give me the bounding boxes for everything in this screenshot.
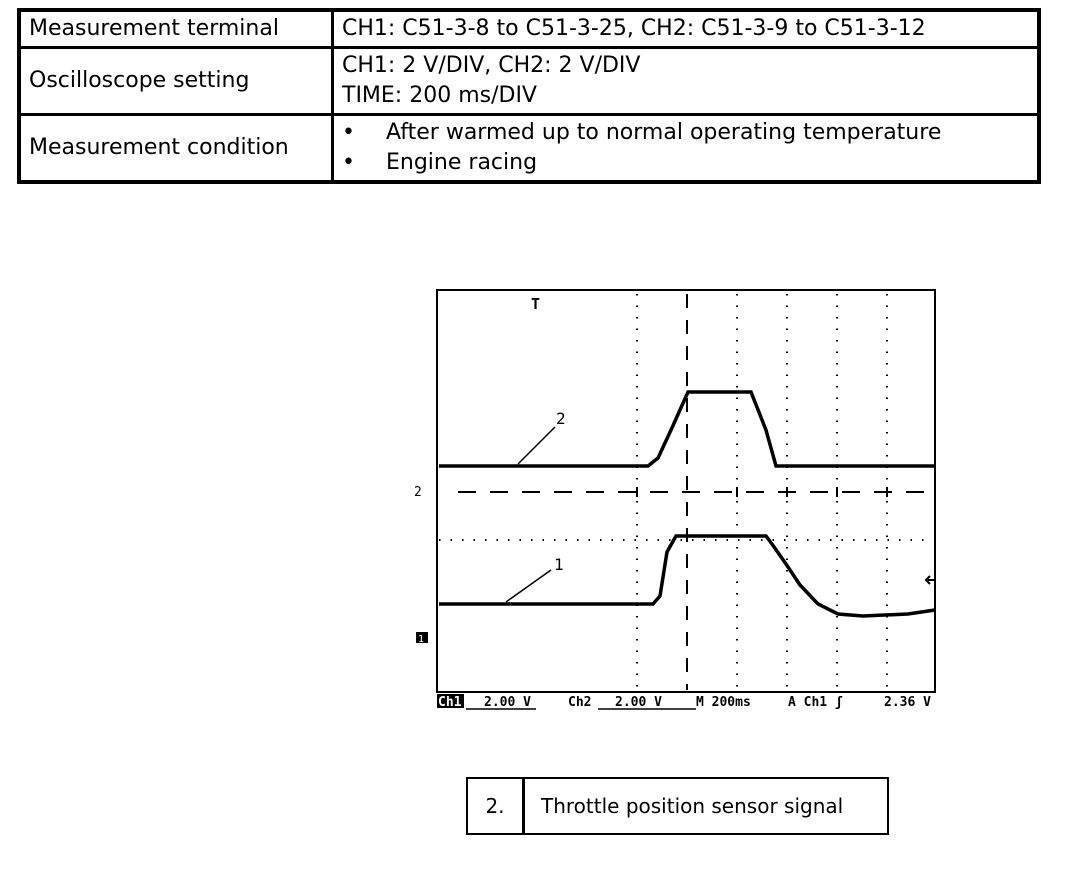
bullet-text: Engine racing [386,150,538,175]
ch1-ground-marker: 1 [418,634,424,645]
trigger-source: A Ch1 ʃ [788,695,843,710]
center-ticks [636,487,888,497]
ch2-scale: 2.00 V [615,695,662,710]
scope-status-bar: Ch1 2.00 V Ch2 2.00 V M 200ms A Ch1 ʃ 2.… [437,694,931,710]
measurement-spec-table: Measurement terminal CH1: C51-3-8 to C51… [17,8,1041,184]
ch1-trace [439,534,936,618]
bullet-text: After warmed up to normal operating temp… [386,120,942,145]
spec-value: • After warmed up to normal operating te… [331,113,1041,184]
spec-value-line: CH1: 2 V/DIV, CH2: 2 V/DIV [342,53,641,78]
ch2-trace [439,390,935,468]
bullet-dot: • [342,120,355,145]
spec-label: Measurement terminal [17,8,334,49]
ch1-label-leader [505,569,552,603]
timebase: M 200ms [696,695,751,710]
bullet-item: • Engine racing [342,148,1029,178]
spec-row-terminal: Measurement terminal CH1: C51-3-8 to C51… [17,8,1041,49]
spec-row-oscilloscope: Oscilloscope setting CH1: 2 V/DIV, CH2: … [17,46,1041,116]
ch2-ground-marker: 2 [414,485,422,500]
ch1-ground-marker-box [416,632,428,643]
ch2-trace-label: 2 [556,409,566,428]
bullet-dot: • [342,150,355,175]
trigger-position-marker: T [531,295,540,313]
trigger-level-arrow-icon [924,575,936,585]
spec-value: CH1: C51-3-8 to C51-3-25, CH2: C51-3-9 t… [331,8,1041,49]
caption-text: Throttle position sensor signal [541,794,844,818]
spec-label: Measurement condition [17,113,334,184]
spec-value: CH1: 2 V/DIV, CH2: 2 V/DIV TIME: 200 ms/… [331,46,1041,116]
figure-caption: 2. Throttle position sensor signal [466,777,889,835]
bullet-item: • After warmed up to normal operating te… [342,118,1029,148]
oscilloscope-screen: 2 1 T 2 1 Ch1 2.00 V Ch2 2.00 V M 200ms … [414,289,936,710]
ch1-scale: 2.00 V [484,695,531,710]
spec-value-line: TIME: 200 ms/DIV [342,83,537,108]
spec-label: Oscilloscope setting [17,46,334,116]
ch2-label-leader [517,426,556,465]
oscilloscope-waveform: 2 1 T 2 1 Ch1 2.00 V Ch2 2.00 V M 200ms … [408,280,948,720]
ch1-trace-label: 1 [554,555,564,574]
caption-number: 2. [468,779,525,833]
trigger-level: 2.36 V [884,695,931,710]
spec-row-condition: Measurement condition • After warmed up … [17,113,1041,184]
ch1-status-label: Ch1 [438,695,462,710]
ch2-status-label: Ch2 [568,695,591,710]
